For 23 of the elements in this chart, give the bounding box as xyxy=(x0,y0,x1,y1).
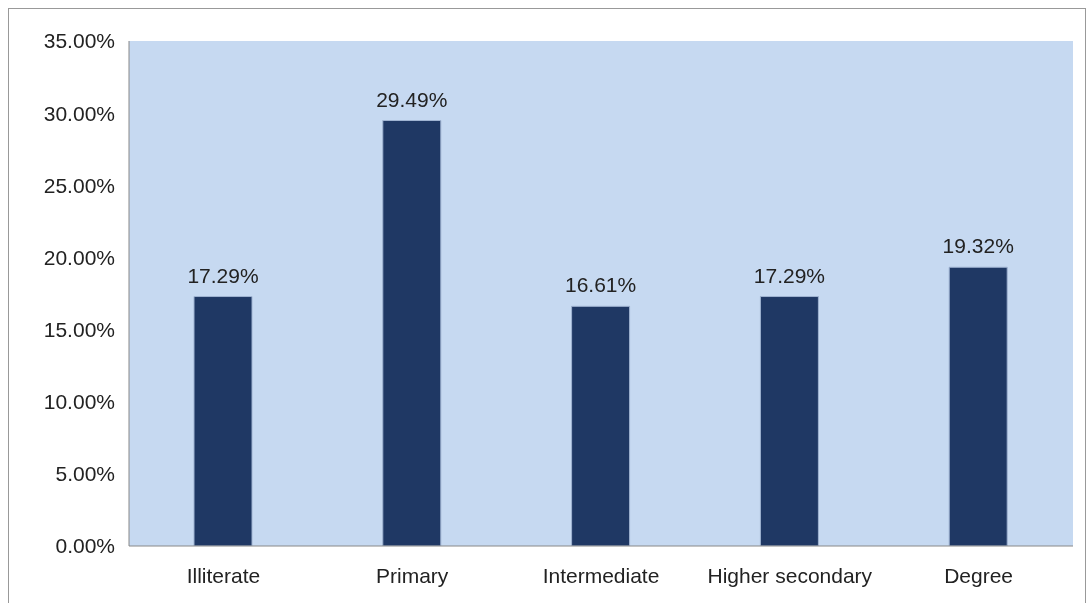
y-tick-label: 10.00% xyxy=(43,390,115,414)
x-tick-label: Higher secondary xyxy=(707,563,873,587)
bar xyxy=(948,266,1008,546)
data-label: 16.61% xyxy=(564,273,637,297)
x-tick-label: Primary xyxy=(376,563,449,587)
y-tick-label: 15.00% xyxy=(43,318,115,342)
y-tick-label: 35.00% xyxy=(43,29,115,53)
bar xyxy=(382,120,442,546)
y-tick-label: 30.00% xyxy=(43,101,115,125)
y-tick-label: 0.00% xyxy=(55,534,115,558)
x-tick-label: Illiterate xyxy=(186,563,261,587)
data-label: 29.49% xyxy=(376,87,448,111)
x-tick-label: Intermediate xyxy=(542,563,660,587)
x-tick-label: Degree xyxy=(944,563,1014,587)
y-tick-label: 25.00% xyxy=(43,173,115,197)
data-label: 17.29% xyxy=(753,263,826,287)
y-tick-label: 20.00% xyxy=(43,245,115,269)
bar xyxy=(193,296,253,546)
bar xyxy=(571,305,631,546)
y-tick-label: 5.00% xyxy=(55,462,115,486)
data-label: 17.29% xyxy=(187,263,259,287)
data-label: 19.32% xyxy=(942,234,1014,258)
bar xyxy=(759,296,819,546)
